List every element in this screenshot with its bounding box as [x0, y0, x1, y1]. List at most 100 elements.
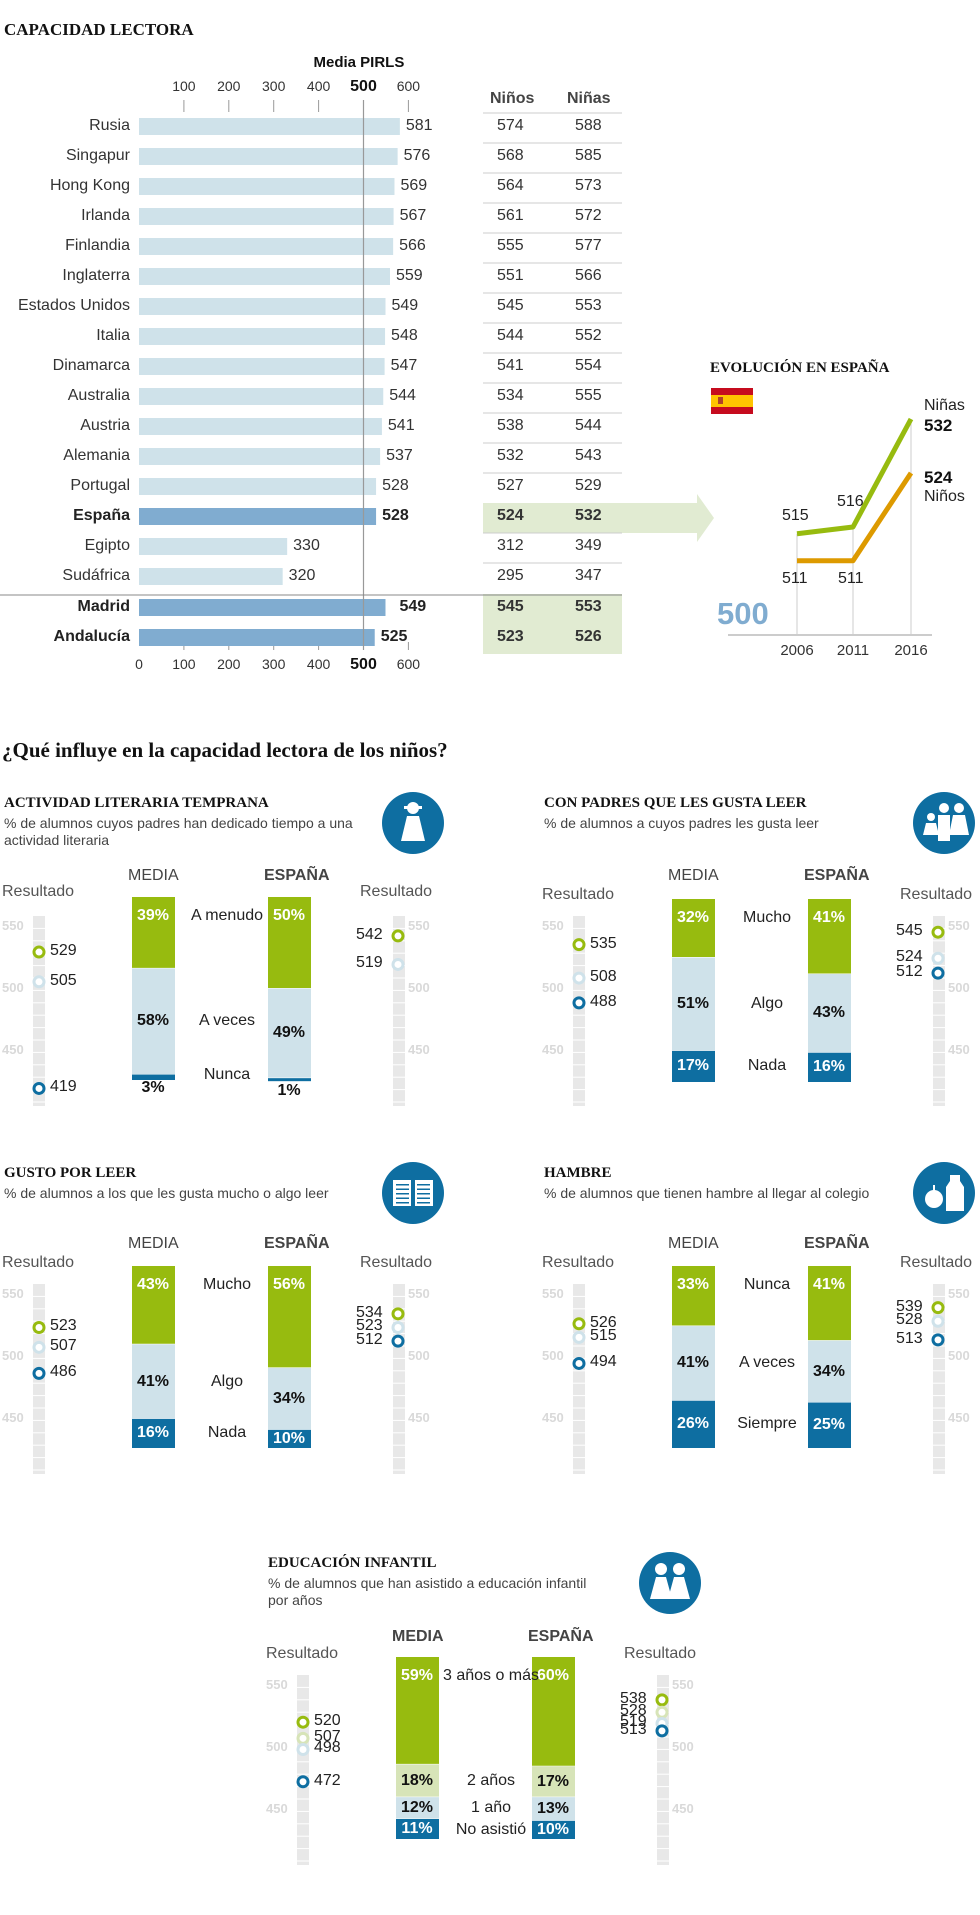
result-value-media: 507 [314, 1728, 341, 1746]
column-header-espana: ESPAÑA [264, 867, 330, 884]
table-cell-ninas: 543 [575, 447, 602, 464]
country-label: Madrid [77, 598, 130, 615]
bar-australia [139, 388, 384, 405]
scale-label: 450 [672, 1801, 694, 1816]
result-marker-espana [391, 957, 405, 971]
stacked-segment-media [672, 1050, 715, 1082]
country-label: España [73, 507, 130, 524]
bar-value-label: 559 [395, 267, 423, 284]
result-value-media: 535 [590, 934, 617, 952]
result-marker-espana [931, 1314, 945, 1328]
bar-andalucía [139, 629, 375, 646]
column-header-espana: ESPAÑA [804, 1235, 870, 1252]
category-label: 2 años [466, 1771, 516, 1789]
flag-stripe-red [711, 388, 753, 395]
table-cell-ninos: 523 [497, 628, 524, 645]
stacked-segment-espana [808, 974, 851, 1053]
result-marker-espana [931, 925, 945, 939]
bar-value-label: 537 [386, 447, 413, 464]
bar-hong-kong [139, 178, 395, 195]
table-cell-ninas: 553 [575, 598, 602, 615]
tick-label-top: 100 [172, 78, 196, 94]
result-value-espana: 519 [356, 954, 383, 972]
table-cell-ninas: 572 [575, 207, 602, 224]
result-scale-strip [573, 1284, 585, 1474]
table-cell-ninos: 524 [497, 507, 524, 524]
result-value-espana: 519 [620, 1713, 647, 1731]
scale-label: 500 [408, 1348, 430, 1363]
result-value-media: 488 [590, 992, 617, 1010]
table-cell-ninos: 574 [497, 117, 524, 134]
country-label: Sudáfrica [62, 567, 130, 584]
result-marker-espana [655, 1705, 669, 1719]
stacked-segment-espana [808, 899, 851, 975]
segment-label: 17% [676, 1057, 710, 1075]
table-cell-ninos: 532 [497, 447, 524, 464]
panel-title: GUSTO POR LEER [4, 1165, 137, 1181]
bar-value-label: 576 [403, 147, 431, 164]
bar-inglaterra [139, 268, 390, 285]
scale-label: 550 [542, 1286, 564, 1301]
panel-subtitle: % de alumnos que tienen hambre al llegar… [544, 1185, 870, 1201]
bar-value-label: 528 [382, 507, 409, 524]
stacked-segment-media [132, 1074, 175, 1080]
table-cell-ninos: 568 [497, 147, 524, 164]
category-label: Nada [747, 1057, 787, 1075]
scale-label: 500 [672, 1739, 694, 1754]
stacked-segment-espana [268, 1429, 311, 1448]
category-label: Siempre [737, 1415, 797, 1433]
child-icon-glyph [401, 802, 425, 841]
segment-label: 12% [400, 1799, 434, 1817]
table-cell-ninas: 585 [575, 147, 602, 164]
book-icon-glyph [393, 1180, 433, 1206]
result-marker-espana [931, 1301, 945, 1315]
stacked-segment-media [672, 1326, 715, 1401]
tick-label-bottom: 500 [350, 656, 377, 673]
resultado-label-right: Resultado [624, 1645, 697, 1662]
table-cell-ninas: 573 [575, 177, 602, 194]
column-header-espana: ESPAÑA [264, 1235, 330, 1252]
bar-irlanda [139, 208, 394, 225]
line-series-ninos [797, 471, 914, 564]
column-header-espana: ESPAÑA [804, 867, 870, 884]
stacked-segment-media [132, 1418, 175, 1448]
scale-label: 550 [542, 918, 564, 933]
column-header-media: MEDIA [128, 1235, 179, 1252]
country-label: Andalucía [53, 628, 130, 645]
resultado-label-left: Resultado [266, 1645, 339, 1662]
panel-subtitle: % de alumnos cuyos padres han dedicado t… [4, 815, 353, 848]
segment-label: 49% [272, 1024, 306, 1042]
family-icon-glyph [923, 803, 969, 841]
segment-label: 32% [676, 909, 710, 926]
table-cell-ninas: 544 [575, 417, 602, 434]
result-marker-media [32, 945, 46, 959]
country-label: Egipto [84, 537, 130, 554]
segment-label: 33% [676, 1276, 710, 1293]
page-title: CAPACIDAD LECTORA [4, 20, 194, 39]
panel-title: HAMBRE [544, 1165, 612, 1181]
table-cell-ninas: 529 [575, 477, 602, 494]
result-marker-espana [391, 929, 405, 943]
tick-label-bottom: 300 [262, 656, 286, 672]
scale-label: 500 [542, 980, 564, 995]
section-title: ¿Qué influye en la capacidad lectora de … [2, 738, 448, 762]
year-label: 2011 [836, 642, 870, 659]
scale-label: 500 [2, 1348, 24, 1363]
panel-title: CON PADRES QUE LES GUSTA LEER [544, 795, 807, 811]
stacked-segment-media [132, 897, 175, 969]
line-series-ninas [796, 417, 914, 537]
scale-label: 500 [948, 980, 970, 995]
segment-label: 17% [536, 1772, 570, 1790]
result-marker-media [296, 1742, 310, 1756]
stacked-segment-media [396, 1764, 439, 1798]
category-label: Algo [210, 1372, 244, 1390]
table-cell-ninos: 544 [497, 327, 524, 344]
bar-value-label: 549 [399, 598, 427, 615]
segment-label: 11% [401, 1819, 433, 1837]
segment-label: 3% [141, 1078, 165, 1096]
category-label: 1 año [470, 1799, 512, 1817]
stacked-segment-espana [268, 988, 311, 1079]
tick-label-bottom: 400 [306, 656, 331, 672]
column-header-media: MEDIA [128, 867, 179, 884]
table-cell-ninos: 295 [497, 567, 524, 584]
